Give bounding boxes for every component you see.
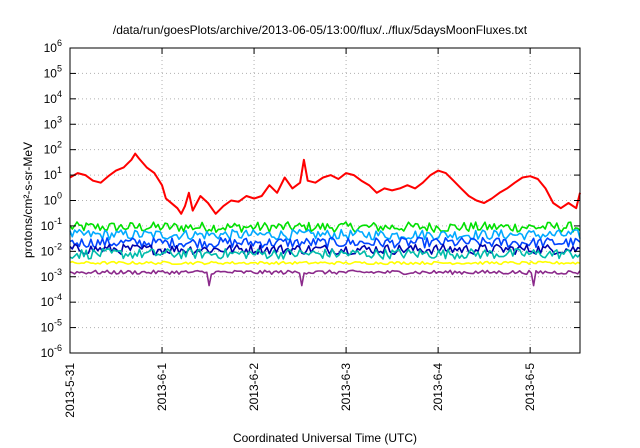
y-tick-label: 10-4 bbox=[41, 292, 62, 309]
y-tick-label: 10-6 bbox=[41, 343, 62, 360]
x-tick-label: 2013-6-5 bbox=[523, 363, 537, 411]
series-line bbox=[69, 247, 581, 260]
x-tick-label: 2013-6-1 bbox=[155, 363, 169, 411]
y-tick-label: 10-2 bbox=[41, 241, 62, 258]
y-tick-label: 101 bbox=[44, 165, 62, 182]
axis-ticks: 10-6 10-5 10-4 10-3 10-2 10-1 100 101 102 103 104 1… bbox=[41, 38, 580, 418]
x-tick-label: 2013-5-31 bbox=[63, 363, 77, 418]
y-axis-label: protons/cm²-s-sr-MeV bbox=[21, 142, 35, 258]
x-tick-label: 2013-6-2 bbox=[247, 363, 261, 411]
y-tick-label: 102 bbox=[44, 140, 62, 157]
x-tick-label: 2013-6-3 bbox=[339, 363, 353, 411]
series-line bbox=[69, 152, 581, 215]
y-tick-label: 103 bbox=[44, 114, 62, 131]
y-tick-label: 105 bbox=[44, 63, 62, 80]
series-line bbox=[69, 221, 581, 233]
x-axis-label: Coordinated Universal Time (UTC) bbox=[233, 431, 417, 445]
y-tick-label: 104 bbox=[44, 89, 62, 106]
series-layer bbox=[69, 152, 581, 287]
x-tick-label: 2013-6-4 bbox=[431, 363, 445, 411]
y-tick-label: 10-5 bbox=[41, 318, 62, 335]
series-line bbox=[69, 260, 581, 266]
y-tick-label: 10-3 bbox=[41, 267, 62, 284]
series-line bbox=[69, 236, 581, 249]
y-tick-label: 10-1 bbox=[41, 216, 62, 233]
y-tick-label: 100 bbox=[44, 191, 62, 208]
chart-title: /data/run/goesPlots/archive/2013-06-05/1… bbox=[113, 23, 528, 37]
series-line bbox=[69, 269, 581, 287]
series-line bbox=[69, 228, 581, 241]
y-tick-label: 106 bbox=[44, 38, 62, 55]
